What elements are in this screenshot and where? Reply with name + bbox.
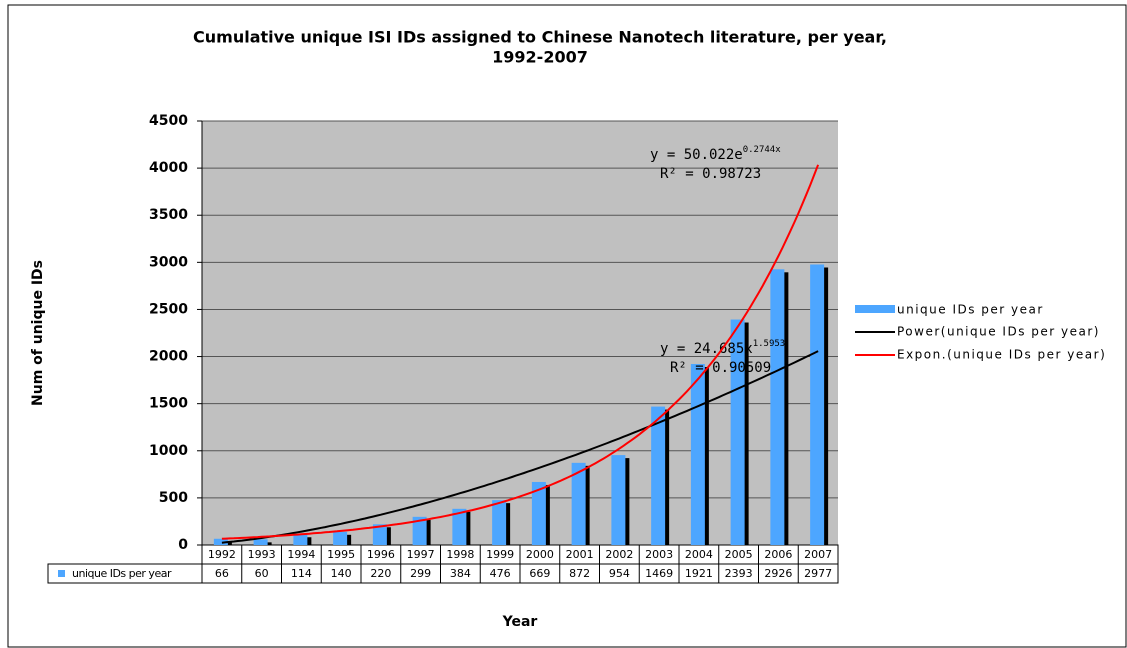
x-tick-label: 2005 [725,548,753,561]
bar [213,538,228,545]
x-tick-label: 1998 [446,548,474,561]
bar [651,406,666,545]
table-value: 140 [331,567,352,580]
x-tick-label: 2004 [685,548,713,561]
x-tick-label: 2000 [526,548,554,561]
x-tick-label: 1996 [367,548,395,561]
trend-equation: y = 24.685x1.5953 [660,339,785,358]
x-tick-label: 1994 [287,548,315,561]
bar [293,534,308,545]
y-tick-label: 4000 [149,160,188,176]
equation-exponent: 0.2744x [743,145,782,155]
table-value: 954 [609,567,630,580]
x-tick-label: 1993 [248,548,276,561]
bar [690,363,705,545]
chart-title: 1992-2007 [492,48,588,67]
bar [333,531,348,545]
table-value: 220 [370,567,391,580]
x-tick-label: 2007 [804,548,832,561]
table-value: 872 [569,567,590,580]
bar [571,462,586,545]
table-value: 384 [450,567,471,580]
x-tick-label: 2002 [605,548,633,561]
trend-r2: R² = 0.98723 [660,166,761,182]
chart-title: Cumulative unique ISI IDs assigned to Ch… [193,28,887,47]
table-value: 114 [291,567,312,580]
bar [531,481,546,545]
bar [810,264,825,545]
table-value: 299 [410,567,431,580]
y-tick-label: 3500 [149,207,188,223]
y-tick-label: 3000 [149,254,188,270]
table-value: 2926 [764,567,792,580]
bar [412,516,427,545]
bar [730,319,745,545]
y-tick-label: 500 [159,490,188,506]
x-tick-label: 1995 [327,548,355,561]
table-legend-key [58,570,65,577]
bar [611,455,626,545]
x-tick-label: 2003 [645,548,673,561]
equation-base: y = 50.022e [650,147,743,163]
y-axis-label: Num of unique IDs [30,260,46,406]
x-tick-label: 1997 [407,548,435,561]
trend-r2: R² = 0.90509 [670,360,771,376]
table-value: 1469 [645,567,673,580]
y-tick-label: 1500 [149,396,188,412]
trendline [221,350,819,544]
trendline [221,164,820,540]
bar [372,524,387,545]
table-value: 476 [490,567,511,580]
equation-base: y = 24.685x [660,341,753,357]
y-tick-label: 2500 [149,301,188,317]
legend-label: Power(unique IDs per year) [897,325,1100,339]
table-row [47,563,839,584]
y-tick-label: 4500 [149,113,188,129]
legend-label: unique IDs per year [897,303,1044,317]
equation-exponent: 1.5953 [753,339,786,349]
table-value: 2977 [804,567,832,580]
x-axis-label: Year [502,614,538,630]
y-tick-label: 0 [178,537,188,553]
bar [253,539,268,545]
table-value: 669 [529,567,550,580]
bar [770,269,785,545]
y-tick-label: 1000 [149,443,188,459]
legend-key [855,305,895,313]
x-tick-label: 2006 [764,548,792,561]
table-value: 1921 [685,567,713,580]
bar [492,500,507,545]
table-value: 2393 [725,567,753,580]
x-tick-label: 1992 [208,548,236,561]
x-tick-label: 2001 [566,548,594,561]
x-tick-label: 1999 [486,548,514,561]
table-value: 66 [215,567,229,580]
table-value: 60 [255,567,269,580]
trend-equation: y = 50.022e0.2744x [650,145,781,164]
legend-label: Expon.(unique IDs per year) [897,348,1106,362]
bar [452,508,467,545]
y-tick-label: 2000 [149,349,188,365]
table-series-label: unique IDs per year [72,567,172,580]
